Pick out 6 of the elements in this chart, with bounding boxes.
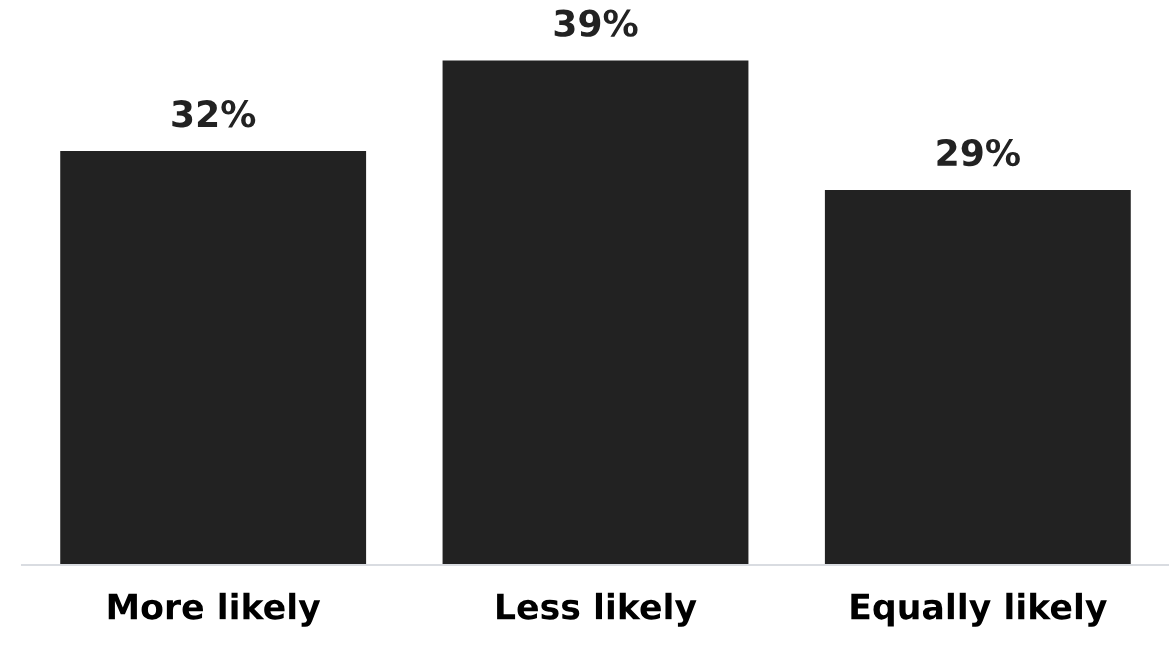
data-label: 29% [937, 138, 1020, 167]
x-tick-label: More likely [108, 592, 321, 627]
x-tick-label: Equally likely [851, 592, 1107, 627]
data-label: 32% [172, 100, 256, 128]
x-tick-label: Less likely [497, 592, 697, 627]
data-label: 39% [554, 9, 638, 37]
